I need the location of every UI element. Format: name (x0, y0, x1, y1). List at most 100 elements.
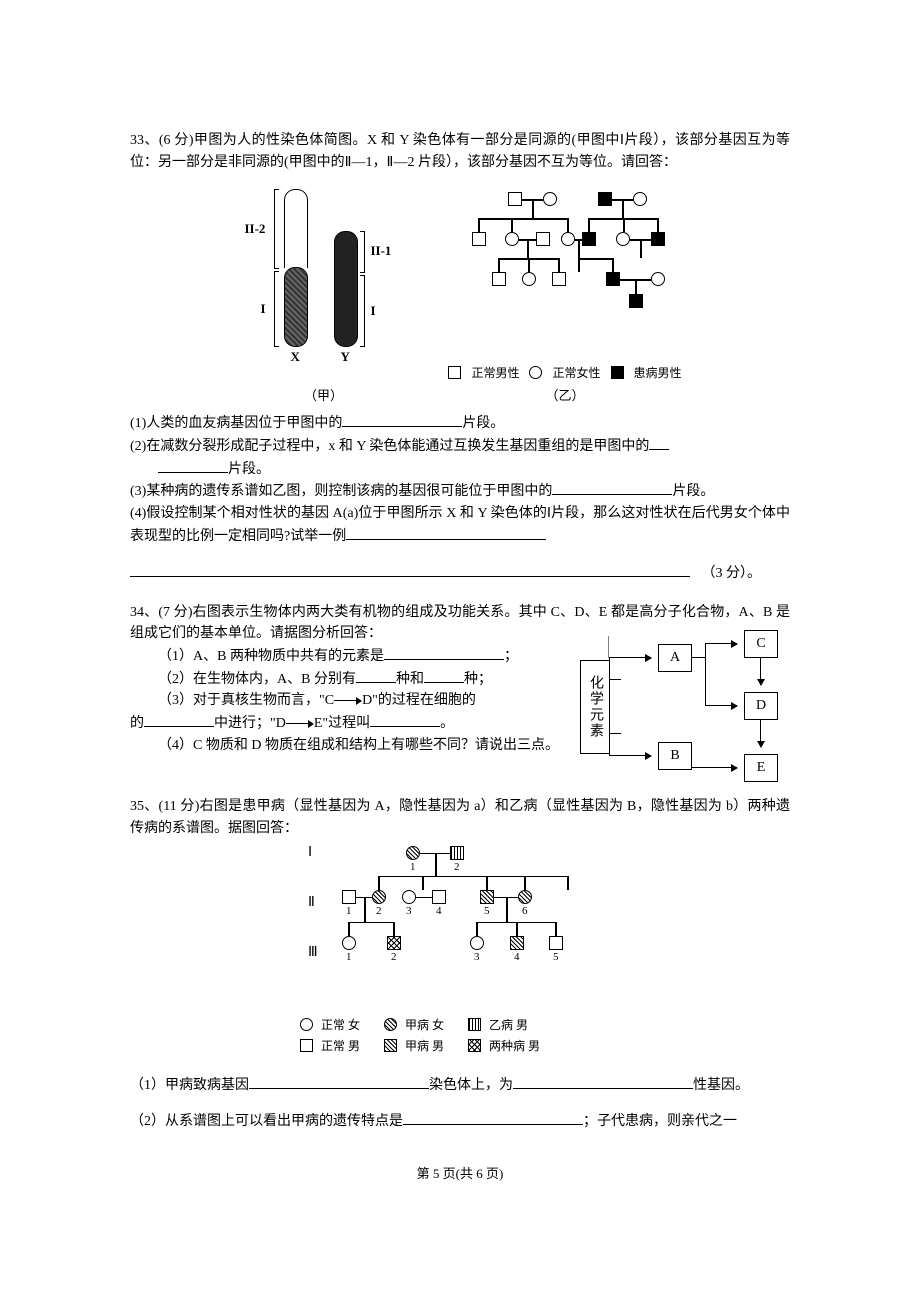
blank (649, 435, 669, 450)
label-Y: Y (340, 349, 349, 365)
gen-I: Ⅰ (308, 844, 312, 861)
q34-sub2a: （2）在生物体内，A、B 分别有 (158, 672, 356, 687)
legend-normal-male: 正常男性 (471, 364, 519, 381)
gen-III: Ⅲ (308, 944, 318, 961)
question-35: 35、(11 分)右图是患甲病（显性基因为 A，隐性基因为 a）和乙病（显性基因… (130, 796, 790, 1133)
q34-sub3a: （3）对于真核生物而言，"C (158, 693, 334, 708)
q35-sub2b: ；子代患病，则亲代之一 (583, 1114, 737, 1129)
legend-normal-female: 正常女性 (552, 364, 600, 381)
blank (130, 562, 690, 577)
blank (249, 1074, 429, 1089)
q35-legend: 正常 女 甲病 女 乙病 男 正常 男 甲病 男 两种病 男 (300, 1016, 620, 1054)
q33-sub2: (2)在减数分裂形成配子过程中，x 和 Y 染色体能通过互换发生基因重组的是甲图… (130, 435, 790, 458)
q33-sub2-tail: 片段。 (228, 462, 270, 477)
q35-sub2: （2）从系谱图上可以看出甲病的遗传特点是 ；子代患病，则亲代之一 (130, 1110, 790, 1133)
page: 33、(6 分)甲图为人的性染色体简图。X 和 Y 染色体有一部分是同源的(甲图… (0, 0, 920, 1222)
legend-jia-m: 甲病 男 (405, 1037, 444, 1054)
gen-II: Ⅱ (308, 894, 315, 911)
q33-pedigree-figure: 正常男性 正常女性 患病男性 （乙） (448, 188, 681, 404)
q35-number: 35、 (130, 799, 159, 814)
blank (384, 645, 504, 660)
legend-normal-f-icon (300, 1018, 313, 1031)
blank (158, 458, 228, 473)
q34-number: 34、 (130, 605, 158, 620)
blank (370, 712, 440, 727)
q33-sub4-score: （3 分）。 (702, 566, 762, 581)
q34-sub3e: 。 (440, 716, 454, 731)
blank (513, 1074, 693, 1089)
box-D: D (744, 692, 778, 720)
q35-intro: 右图是患甲病（显性基因为 A，隐性基因为 a）和乙病（显性基因为 B，隐性基因为… (130, 799, 790, 836)
q35-sub1b: 染色体上，为 (429, 1078, 513, 1093)
box-C: C (744, 630, 778, 658)
q33-sub3: (3)某种病的遗传系谱如乙图，则控制该病的基因很可能位于甲图中的 片段。 (130, 480, 790, 503)
blank (552, 480, 672, 495)
q33-sub1-text: (1)人类的血友病基因位于甲图中的 (130, 416, 342, 431)
legend-jia-f: 甲病 女 (405, 1016, 444, 1033)
q33-intro-text: 甲图为人的性染色体简图。X 和 Y 染色体有一部分是同源的(甲图中Ⅰ片段），该部… (130, 133, 790, 170)
q33-points: (6 分) (159, 133, 194, 148)
box-source: 化学元素 (580, 660, 610, 754)
box-B: B (658, 742, 692, 770)
q33-chrom-figure: II-2 I X II-1 I Y （甲） (238, 181, 408, 404)
q34-sub3b: D"的过程在细胞的 (362, 693, 476, 708)
label-X: X (290, 349, 299, 365)
q35-header: 35、(11 分)右图是患甲病（显性基因为 A，隐性基因为 a）和乙病（显性基因… (130, 796, 790, 839)
q33-chrom-caption: （甲） (238, 385, 408, 404)
q34-sub1-text: （1）A、B 两种物质中共有的元素是 (158, 649, 384, 664)
legend-normal-f: 正常 女 (321, 1016, 360, 1033)
q33-pedigree-caption: （乙） (448, 385, 681, 404)
page-footer: 第 5 页(共 6 页) (130, 1163, 790, 1182)
q33-sub1: (1)人类的血友病基因位于甲图中的 片段。 (130, 412, 790, 435)
label-II1: II-1 (370, 243, 391, 259)
q33-sub3-text: (3)某种病的遗传系谱如乙图，则控制该病的基因很可能位于甲图中的 (130, 484, 552, 499)
question-33: 33、(6 分)甲图为人的性染色体简图。X 和 Y 染色体有一部分是同源的(甲图… (130, 130, 790, 582)
q34-sub3c: 中进行；"D (214, 716, 286, 731)
q34-sub2c: 种； (464, 672, 492, 687)
legend-both-m: 两种病 男 (489, 1037, 540, 1054)
q33-legend: 正常男性 正常女性 患病男性 (448, 364, 681, 381)
legend-jia-f-icon (384, 1018, 397, 1031)
q35-sub1a: （1）甲病致病基因 (130, 1078, 249, 1093)
legend-yi-m: 乙病 男 (489, 1016, 528, 1033)
q33-intro: 33、(6 分)甲图为人的性染色体简图。X 和 Y 染色体有一部分是同源的(甲图… (130, 130, 790, 173)
blank (356, 668, 396, 683)
legend-normal-female-icon (529, 366, 542, 379)
blank (424, 668, 464, 683)
box-A: A (658, 644, 692, 672)
legend-normal-male-icon (448, 366, 461, 379)
q33-sub2-text: (2)在减数分裂形成配子过程中，x 和 Y 染色体能通过互换发生基因重组的是甲图… (130, 439, 649, 454)
q33-sub3-tail: 片段。 (672, 484, 714, 499)
blank (144, 712, 214, 727)
q35-sub1: （1）甲病致病基因 染色体上，为 性基因。 (130, 1074, 790, 1097)
blank (403, 1110, 583, 1125)
q33-sub4-line2: （3 分）。 (130, 562, 790, 582)
label-I-x: I (260, 301, 265, 317)
legend-normal-m: 正常 男 (321, 1037, 360, 1054)
q34-sub2b: 种和 (396, 672, 424, 687)
q33-sub2-cont: 片段。 (130, 458, 790, 481)
box-E: E (744, 754, 778, 782)
label-I-y: I (370, 303, 375, 319)
legend-affected-male: 患病男性 (634, 364, 682, 381)
arrow-icon (334, 697, 362, 705)
q33-number: 33、 (130, 133, 159, 148)
q35-points: (11 分) (159, 799, 200, 814)
legend-affected-male-icon (611, 366, 624, 379)
q34-sub1-tail: ； (504, 649, 518, 664)
legend-normal-m-icon (300, 1039, 313, 1052)
q35-sub2a: （2）从系谱图上可以看出甲病的遗传特点是 (130, 1114, 403, 1129)
blank (342, 412, 462, 427)
q34-diagram: 化学元素 A B C D E (580, 630, 790, 790)
q33-sub1-tail: 片段。 (462, 416, 504, 431)
q33-sub4: (4)假设控制某个相对性状的基因 A(a)位于甲图所示 X 和 Y 染色体的Ⅰ片… (130, 503, 790, 547)
q34-points: (7 分) (158, 605, 192, 620)
arrow-icon (286, 720, 314, 728)
q34-sub4-text: （4）C 物质和 D 物质在组成和结构上有哪些不同？请说出三点。 (158, 738, 559, 753)
question-34: 34、(7 分)右图表示生物体内两大类有机物的组成及功能关系。其中 C、D、E … (130, 602, 790, 777)
q35-pedigree: Ⅰ Ⅱ Ⅲ 1 2 1 2 3 4 5 6 (310, 840, 610, 1010)
q35-sub1c: 性基因。 (693, 1078, 749, 1093)
legend-jia-m-icon (384, 1039, 397, 1052)
q34-sub3d: E"过程叫 (314, 716, 370, 731)
legend-yi-m-icon (468, 1018, 481, 1031)
